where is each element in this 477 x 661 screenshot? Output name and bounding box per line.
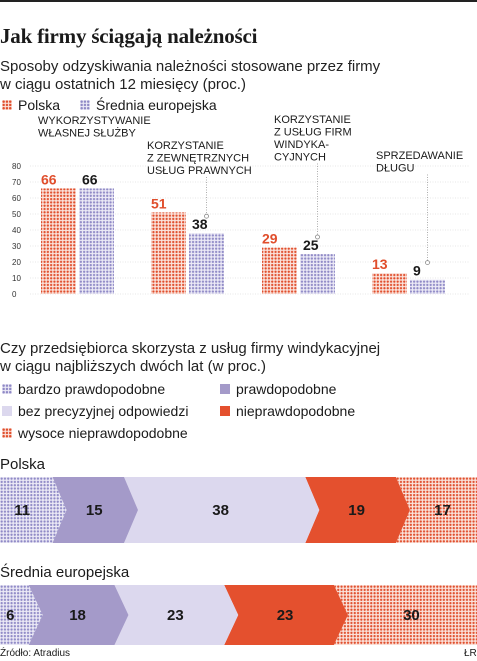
segment-value-label: 17: [434, 502, 451, 519]
row-label-polska: Polska: [0, 456, 46, 473]
bar-value-label: 38: [192, 216, 208, 232]
segment-value-label: 6: [6, 607, 14, 624]
legend-wysoce-nieprawdopodobne-swatch: [2, 428, 12, 438]
legend-prawdopodobne-label: prawdopodobne: [236, 381, 337, 397]
segment-wysoce-nieprawdopodobne: [395, 477, 477, 543]
segment-value-label: 11: [14, 502, 30, 519]
y-tick-label: 80: [12, 162, 21, 171]
chart1-subtitle-line1: Sposoby odzyskiwania należności stosowan…: [0, 58, 381, 75]
segment-value-label: 38: [212, 502, 229, 519]
legend-europa-swatch: [80, 100, 90, 110]
page-title: Jak firmy ściągają należności: [0, 24, 258, 48]
segment-value-label: 23: [277, 607, 294, 624]
category-label: KORZYSTANIE: [147, 140, 224, 152]
y-tick-label: 50: [12, 210, 21, 219]
segment-bardzo-prawdopodobne: [0, 585, 43, 645]
source-note: Źródło: Atradius: [0, 648, 71, 659]
segment-value-label: 19: [348, 502, 365, 519]
bar-value-label: 29: [262, 231, 278, 247]
legend-europa-label: Średnia europejska: [96, 97, 217, 113]
legend-polska-swatch: [2, 100, 12, 110]
legend-bardzo-prawdopodobne: bardzo prawdopodobne: [2, 381, 165, 397]
likelihood-bar-europa: 6 18 23 23 30: [0, 585, 477, 645]
chart1-y-ticks: 0 10 20 30 40 50 60 70 80: [12, 162, 21, 299]
row-label-europa: Średnia europejska: [0, 564, 130, 581]
chart2-subtitle-line2: w ciągu najbliższych dwóch lat (w proc.): [0, 358, 266, 375]
segment-wysoce-nieprawdopodobne: [333, 585, 477, 645]
bar-europa: [79, 188, 114, 294]
legend-bez-odpowiedzi-swatch: [2, 406, 12, 416]
likelihood-bar-polska: 11 15 38 19 17: [0, 477, 477, 543]
bar-polska: [41, 188, 76, 294]
legend-bardzo-prawdopodobne-label: bardzo prawdopodobne: [18, 381, 166, 397]
top-rule: [0, 0, 477, 2]
legend-polska: Polska: [2, 97, 60, 113]
segment-value-label: 18: [69, 607, 86, 624]
label-connector-dot: [425, 260, 430, 266]
bar-value-label: 9: [413, 263, 421, 279]
category-label: USŁUG PRAWNYCH: [147, 165, 252, 177]
legend-europa: Średnia europejska: [80, 97, 217, 113]
category-label: DŁUGU: [376, 163, 415, 175]
category-label: CYJNYCH: [274, 152, 326, 164]
legend-prawdopodobne-swatch: [220, 384, 230, 394]
chart1-subtitle-line2: w ciągu ostatnich 12 miesięcy (proc.): [0, 76, 246, 93]
segment-bardzo-prawdopodobne: [0, 477, 67, 543]
category-label: WŁASNEJ SŁUŻBY: [38, 127, 136, 140]
bar-polska: [151, 212, 186, 294]
label-connector-dot: [204, 213, 209, 219]
category-label: KORZYSTANIE: [274, 115, 351, 126]
bar-europa: [300, 254, 335, 294]
y-tick-label: 20: [12, 258, 21, 267]
category-label: Z USŁUG FIRM: [274, 127, 352, 139]
category-label: Z ZEWNĘTRZNYCH: [147, 153, 249, 165]
segment-bez-precyzyjnej-odpowiedzi: [114, 585, 239, 645]
segment-nieprawdopodobne: [305, 477, 410, 543]
legend-bez-odpowiedzi: bez precyzyjnej odpowiedzi: [2, 403, 188, 419]
segment-value-label: 30: [403, 607, 420, 624]
segment-bez-precyzyjnej-odpowiedzi: [124, 477, 320, 543]
label-connector-dot: [315, 234, 320, 240]
chart1-bars: 66 66 51 38 29 25 13 9: [41, 171, 445, 294]
legend-bez-odpowiedzi-label: bez precyzyjnej odpowiedzi: [18, 403, 189, 419]
author-credit: ŁR: [464, 648, 477, 659]
y-tick-label: 30: [12, 242, 21, 251]
y-tick-label: 10: [12, 274, 21, 283]
segment-prawdopodobne: [28, 585, 129, 645]
bar-europa: [189, 233, 224, 294]
y-tick-label: 0: [12, 290, 17, 299]
segment-prawdopodobne: [52, 477, 139, 543]
legend-wysoce-nieprawdopodobne: wysoce nieprawdopodobne: [2, 425, 188, 441]
legend-nieprawdopodobne-swatch: [220, 406, 230, 416]
segment-value-label: 23: [167, 607, 184, 624]
legend-prawdopodobne: prawdopodobne: [220, 381, 336, 397]
category-label: WINDYKA-: [274, 139, 329, 151]
bar-value-label: 25: [303, 237, 319, 253]
segment-value-label: 15: [86, 502, 103, 519]
legend-nieprawdopodobne: nieprawdopodobne: [220, 403, 355, 419]
legend-wysoce-nieprawdopodobne-label: wysoce nieprawdopodobne: [18, 425, 188, 441]
methods-bar-chart: 0 10 20 30 40 50 60 70 80 66 66 51 38 29 25 13 9 WYKORZ…: [12, 115, 470, 299]
chart2-subtitle-line1: Czy przedsiębiorca skorzysta z usług fir…: [0, 340, 381, 357]
legend-polska-label: Polska: [18, 97, 61, 113]
segment-nieprawdopodobne: [224, 585, 348, 645]
bar-value-label: 13: [372, 256, 388, 272]
legend-bardzo-prawdopodobne-swatch: [2, 384, 12, 394]
y-tick-label: 60: [12, 194, 21, 203]
category-label: WYKORZYSTYWANIE: [38, 115, 151, 127]
bar-polska: [372, 273, 407, 294]
legend-nieprawdopodobne-label: nieprawdopodobne: [236, 403, 356, 419]
bar-polska: [262, 247, 297, 294]
category-label: SPRZEDAWANIE: [376, 150, 463, 162]
bar-value-label: 66: [41, 171, 57, 187]
bar-value-label: 66: [82, 171, 98, 187]
bar-value-label: 51: [151, 195, 167, 211]
y-tick-label: 40: [12, 226, 21, 235]
bar-europa: [410, 279, 445, 294]
y-tick-label: 70: [12, 178, 21, 187]
